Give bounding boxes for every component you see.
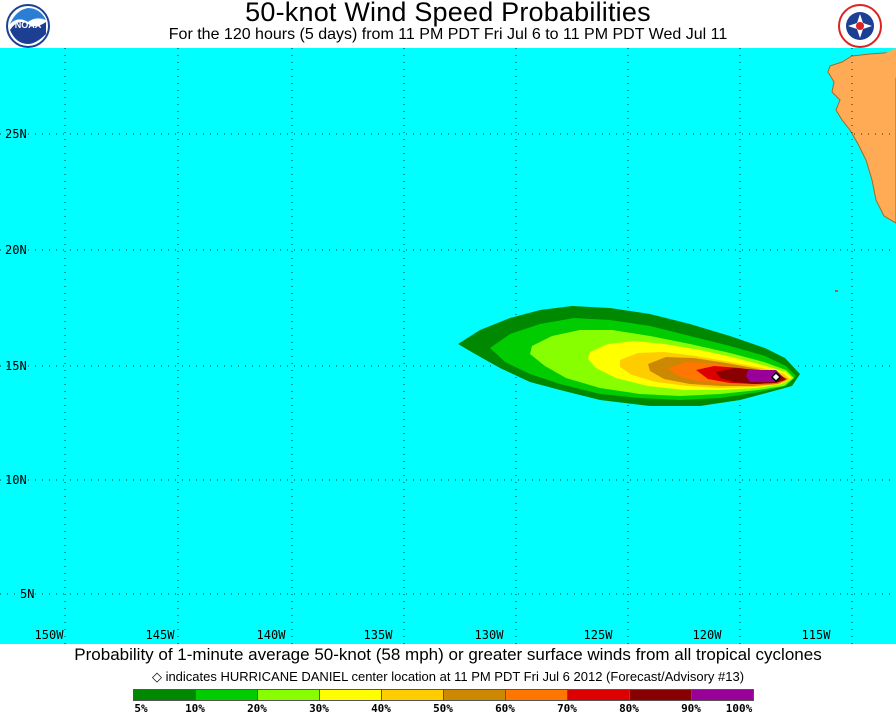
legend-swatch [505,689,568,701]
header: NOAA 50-knot Wind Speed Probabilities Fo… [0,0,896,48]
legend-label: 60% [495,702,515,715]
page-subtitle: For the 120 hours (5 days) from 11 PM PD… [168,26,728,43]
probability-contours [458,306,800,406]
lon-label-145w: 145W [146,628,176,642]
legend-swatch [133,689,196,701]
gridlines [0,48,896,644]
lat-label-15n: 15N [5,359,27,373]
storm-note-text: indicates HURRICANE DANIEL center locati… [165,669,745,684]
lon-label-140w: 140W [257,628,287,642]
land-baja-california [827,51,896,224]
lat-label-10n: 10N [5,473,27,487]
legend-label: 20% [247,702,267,715]
legend-label: 90% [681,702,701,715]
lon-label-135w: 135W [364,628,394,642]
lon-label-125w: 125W [584,628,614,642]
legend-swatch [691,689,754,701]
legend-label: 50% [433,702,453,715]
lon-label-120w: 120W [693,628,723,642]
legend-swatch [567,689,630,701]
legend-swatch [381,689,444,701]
latitude-labels: 25N 20N 15N 10N 5N [5,127,34,601]
legend-swatch [443,689,506,701]
legend-label: 10% [185,702,205,715]
legend-swatch [319,689,382,701]
legend-swatch [195,689,258,701]
page-title: 50-knot Wind Speed Probabilities [245,0,651,27]
map: 25N 20N 15N 10N 5N 150W 145W 140W 135W 1… [0,48,896,644]
legend-label: 100% [725,702,753,715]
legend-label: 80% [619,702,639,715]
lon-label-115w: 115W [802,628,832,642]
land-island [835,290,838,292]
land-sonora-coast [880,48,896,78]
lat-label-20n: 20N [5,243,27,257]
diamond-marker-icon: ◇ [151,669,162,684]
noaa-logo-icon: NOAA [6,4,50,48]
longitude-labels: 150W 145W 140W 135W 130W 125W 120W 115W [35,628,832,642]
storm-note: ◇ indicates HURRICANE DANIEL center loca… [0,669,896,685]
diamond-marker-icon [770,371,782,383]
legend-label: 5% [134,702,148,715]
noaa-logo-text: NOAA [15,20,42,30]
lon-label-150w: 150W [35,628,65,642]
caption: Probability of 1-minute average 50-knot … [74,645,822,664]
legend-label: 70% [557,702,577,715]
legend-colorbar [133,689,754,701]
legend-label: 40% [371,702,391,715]
legend-labels: 5% 10% 20% 30% 40% 50% 60% 70% 80% 90% 100% [0,702,896,716]
legend-swatch [257,689,320,701]
ocean [0,48,896,644]
lon-label-130w: 130W [475,628,505,642]
lat-label-5n: 5N [20,587,34,601]
lat-label-25n: 25N [5,127,27,141]
nws-logo-icon [838,4,882,48]
legend-label: 30% [309,702,329,715]
legend-swatch [629,689,692,701]
